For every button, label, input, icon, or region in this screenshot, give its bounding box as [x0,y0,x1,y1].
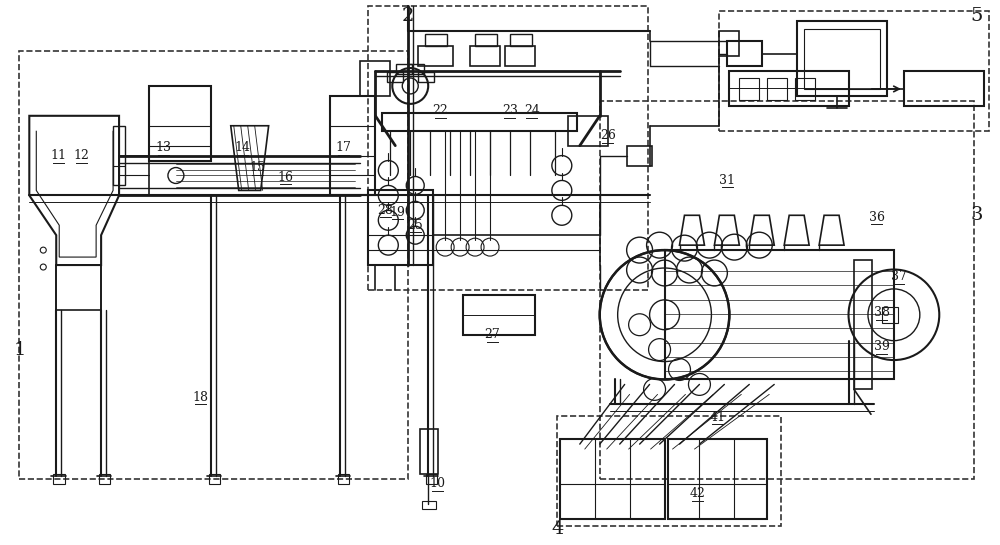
Text: 24: 24 [524,104,540,117]
Text: 37: 37 [891,270,907,283]
Text: 26: 26 [600,129,616,142]
Text: 22: 22 [432,104,448,117]
Text: 36: 36 [869,211,885,224]
Text: 23: 23 [502,104,518,117]
Text: 31: 31 [719,174,735,187]
Text: 5: 5 [970,7,983,25]
Text: 13: 13 [156,141,172,154]
Text: 12: 12 [73,149,89,162]
Text: 39: 39 [874,340,890,353]
Text: 15: 15 [250,161,266,174]
Text: 42: 42 [690,487,705,500]
Text: 1: 1 [13,341,26,359]
Text: 2: 2 [402,7,414,25]
Text: 17: 17 [335,141,351,154]
Text: 14: 14 [235,141,251,154]
Text: 10: 10 [429,477,445,490]
Text: 41: 41 [709,411,725,424]
Text: 28: 28 [377,204,393,217]
Text: 16: 16 [278,171,294,184]
Text: 38: 38 [874,306,890,319]
Text: 18: 18 [193,391,209,404]
Text: 4: 4 [552,520,564,538]
Text: 3: 3 [970,207,983,225]
Text: 11: 11 [50,149,66,162]
Text: 19: 19 [389,206,405,219]
Text: 25: 25 [407,219,423,232]
Text: 27: 27 [484,328,500,341]
